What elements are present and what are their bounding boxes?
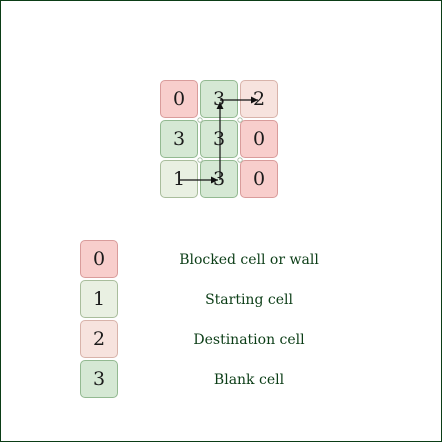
grid-cell-r1c2: 0 xyxy=(240,120,278,158)
grid-cell-r1c0: 3 xyxy=(160,120,198,158)
legend-label-blocked: Blocked cell or wall xyxy=(179,252,319,268)
legend-label-destination: Destination cell xyxy=(193,332,305,348)
legend-swatch-start: 1 xyxy=(80,280,118,318)
grid-cell-r0c1: 3 xyxy=(200,80,238,118)
legend-swatch-destination: 2 xyxy=(80,320,118,358)
grid-cell-r1c1: 3 xyxy=(200,120,238,158)
legend-label-start: Starting cell xyxy=(205,292,293,308)
legend-label-blank: Blank cell xyxy=(213,372,285,388)
legend-swatch-blocked: 0 xyxy=(80,240,118,278)
grid-cell-r2c0: 1 xyxy=(160,160,198,198)
grid-cell-r0c2: 2 xyxy=(240,80,278,118)
grid-cell-r2c2: 0 xyxy=(240,160,278,198)
legend-swatch-blank: 3 xyxy=(80,360,118,398)
grid-cell-r2c1: 3 xyxy=(200,160,238,198)
grid-cell-r0c0: 0 xyxy=(160,80,198,118)
